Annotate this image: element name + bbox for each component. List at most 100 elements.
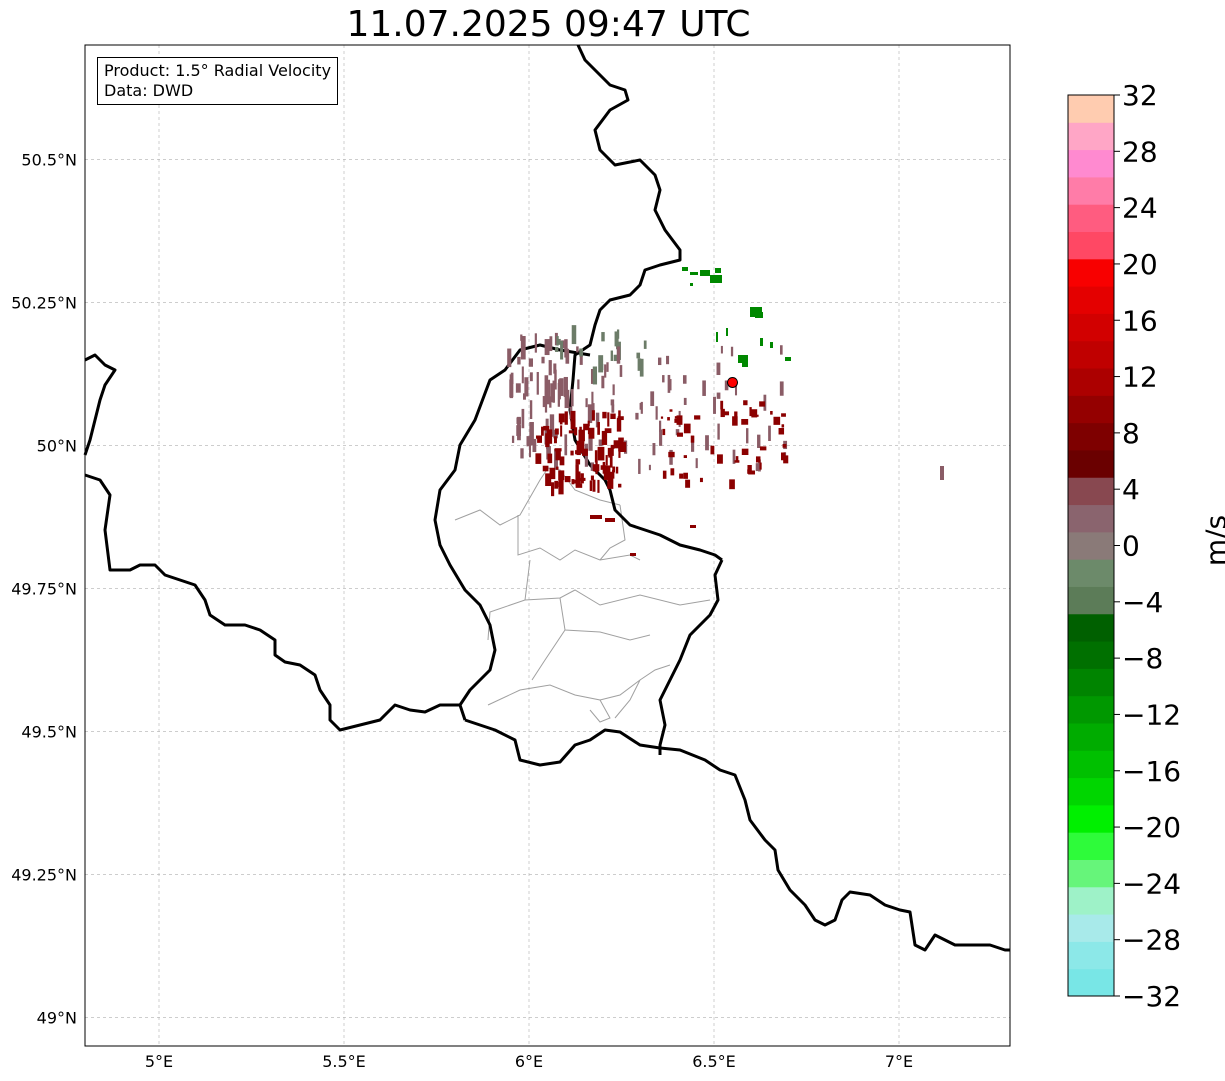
echo-strong-outbound (618, 410, 621, 422)
radar-site-marker[interactable] (727, 376, 738, 388)
echo-strong-outbound (717, 454, 723, 464)
echo-weak-outbound (529, 444, 532, 458)
echo-strong-outbound (668, 451, 675, 458)
echo-strong-outbound (618, 483, 622, 488)
echo-strong-outbound (601, 430, 608, 445)
echo-weak-outbound (682, 375, 687, 384)
colorbar-band (1068, 750, 1114, 779)
echo-inbound (690, 272, 698, 275)
colorbar-band (1068, 504, 1114, 533)
echo-inbound (760, 338, 763, 346)
echo-inbound (726, 328, 728, 336)
echo-weak-outbound (548, 360, 552, 376)
echo-weak-outbound (517, 356, 521, 365)
echo-strong-outbound (710, 445, 715, 455)
echo-strong-outbound (570, 410, 576, 424)
echo-strong-outbound (554, 428, 559, 435)
echo-weak-outbound (579, 351, 583, 365)
echo-strong-outbound (735, 456, 739, 461)
radar-velocity-echoes (507, 267, 944, 556)
echo-weak-outbound (720, 345, 723, 354)
colorbar-tick-label: 0 (1122, 530, 1140, 563)
echo-weak-outbound (716, 362, 721, 376)
lon-tick-label: 7°E (885, 1052, 913, 1071)
colorbar-band (1068, 204, 1114, 233)
echo-weak-outbound (564, 339, 568, 350)
colorbar-band (1068, 176, 1114, 205)
echo-weak-outbound (534, 333, 537, 353)
colorbar-band (1068, 941, 1114, 970)
echo-strong-outbound (558, 470, 565, 481)
echo-weak-outbound (523, 393, 526, 400)
colorbar-band (1068, 804, 1114, 833)
echo-near-zero (598, 355, 604, 373)
echo-weak-outbound (675, 429, 680, 436)
echo-strong-outbound (545, 473, 552, 487)
echo-near-zero (579, 348, 583, 357)
colorbar-band (1068, 477, 1114, 506)
lat-tick-label: 49°N (37, 1008, 77, 1027)
echo-strong-outbound (560, 425, 563, 437)
echo-weak-outbound (529, 372, 533, 382)
echo-strong-outbound (589, 480, 593, 491)
echo-strong-outbound (575, 471, 581, 486)
lon-tick-label: 5.5°E (322, 1052, 366, 1071)
echo-strong-outbound (564, 411, 568, 425)
echo-weak-outbound (659, 429, 663, 446)
echo-weak-outbound (657, 357, 662, 366)
echo-strong-outbound (690, 525, 696, 528)
echo-weak-outbound (648, 464, 651, 471)
echo-strong-outbound (630, 553, 636, 556)
echo-weak-outbound (717, 423, 720, 440)
echo-weak-outbound (520, 448, 524, 459)
colorbar-band (1068, 668, 1114, 697)
echo-weak-outbound (529, 421, 534, 446)
echo-strong-outbound (542, 465, 549, 472)
echo-weak-outbound (713, 396, 716, 414)
echo-strong-outbound (554, 480, 559, 489)
echo-strong-outbound (574, 479, 580, 484)
echo-weak-outbound (515, 383, 521, 393)
echo-weak-outbound (577, 379, 580, 390)
echo-strong-outbound (555, 450, 561, 461)
echo-weak-outbound (616, 346, 621, 364)
echo-strong-outbound (749, 407, 752, 417)
echo-strong-outbound (662, 470, 667, 479)
echo-strong-outbound (594, 450, 598, 463)
echo-weak-outbound (542, 396, 547, 408)
echo-strong-outbound (677, 432, 683, 437)
echo-weak-outbound (588, 433, 593, 451)
colorbar-band (1068, 286, 1114, 314)
border-belgium-luxembourg (433, 343, 591, 721)
echo-weak-outbound (520, 334, 523, 341)
colorbar-band (1068, 859, 1114, 888)
map-plot-area[interactable] (83, 44, 1011, 1047)
echo-strong-outbound (662, 428, 666, 436)
echo-strong-outbound (587, 420, 590, 427)
echo-weak-outbound (549, 414, 555, 437)
echo-near-zero (556, 336, 559, 346)
echo-strong-outbound (755, 456, 761, 463)
echo-weak-outbound (591, 391, 594, 405)
echo-strong-outbound (597, 446, 605, 461)
echo-strong-outbound (722, 411, 730, 416)
echo-near-zero (614, 331, 619, 347)
lat-tick-label: 50°N (37, 436, 77, 455)
echo-near-zero (610, 350, 614, 361)
echo-inbound (742, 362, 748, 367)
echo-weak-outbound (532, 438, 537, 453)
echo-weak-outbound (610, 399, 615, 406)
colorbar-band (1068, 368, 1114, 396)
colorbar-tick-label: −20 (1122, 811, 1181, 844)
echo-near-zero (592, 366, 598, 385)
echo-near-zero (637, 358, 642, 371)
echo-inbound (682, 267, 688, 271)
colorbar-tick-label: −12 (1122, 698, 1181, 731)
graticule (85, 45, 1010, 1046)
colorbar-band (1068, 641, 1114, 669)
echo-strong-outbound (618, 444, 621, 458)
echo-inbound (716, 332, 718, 342)
lat-tick-label: 49.25°N (11, 865, 77, 884)
echo-strong-outbound (669, 409, 673, 412)
echo-strong-outbound (660, 416, 664, 419)
